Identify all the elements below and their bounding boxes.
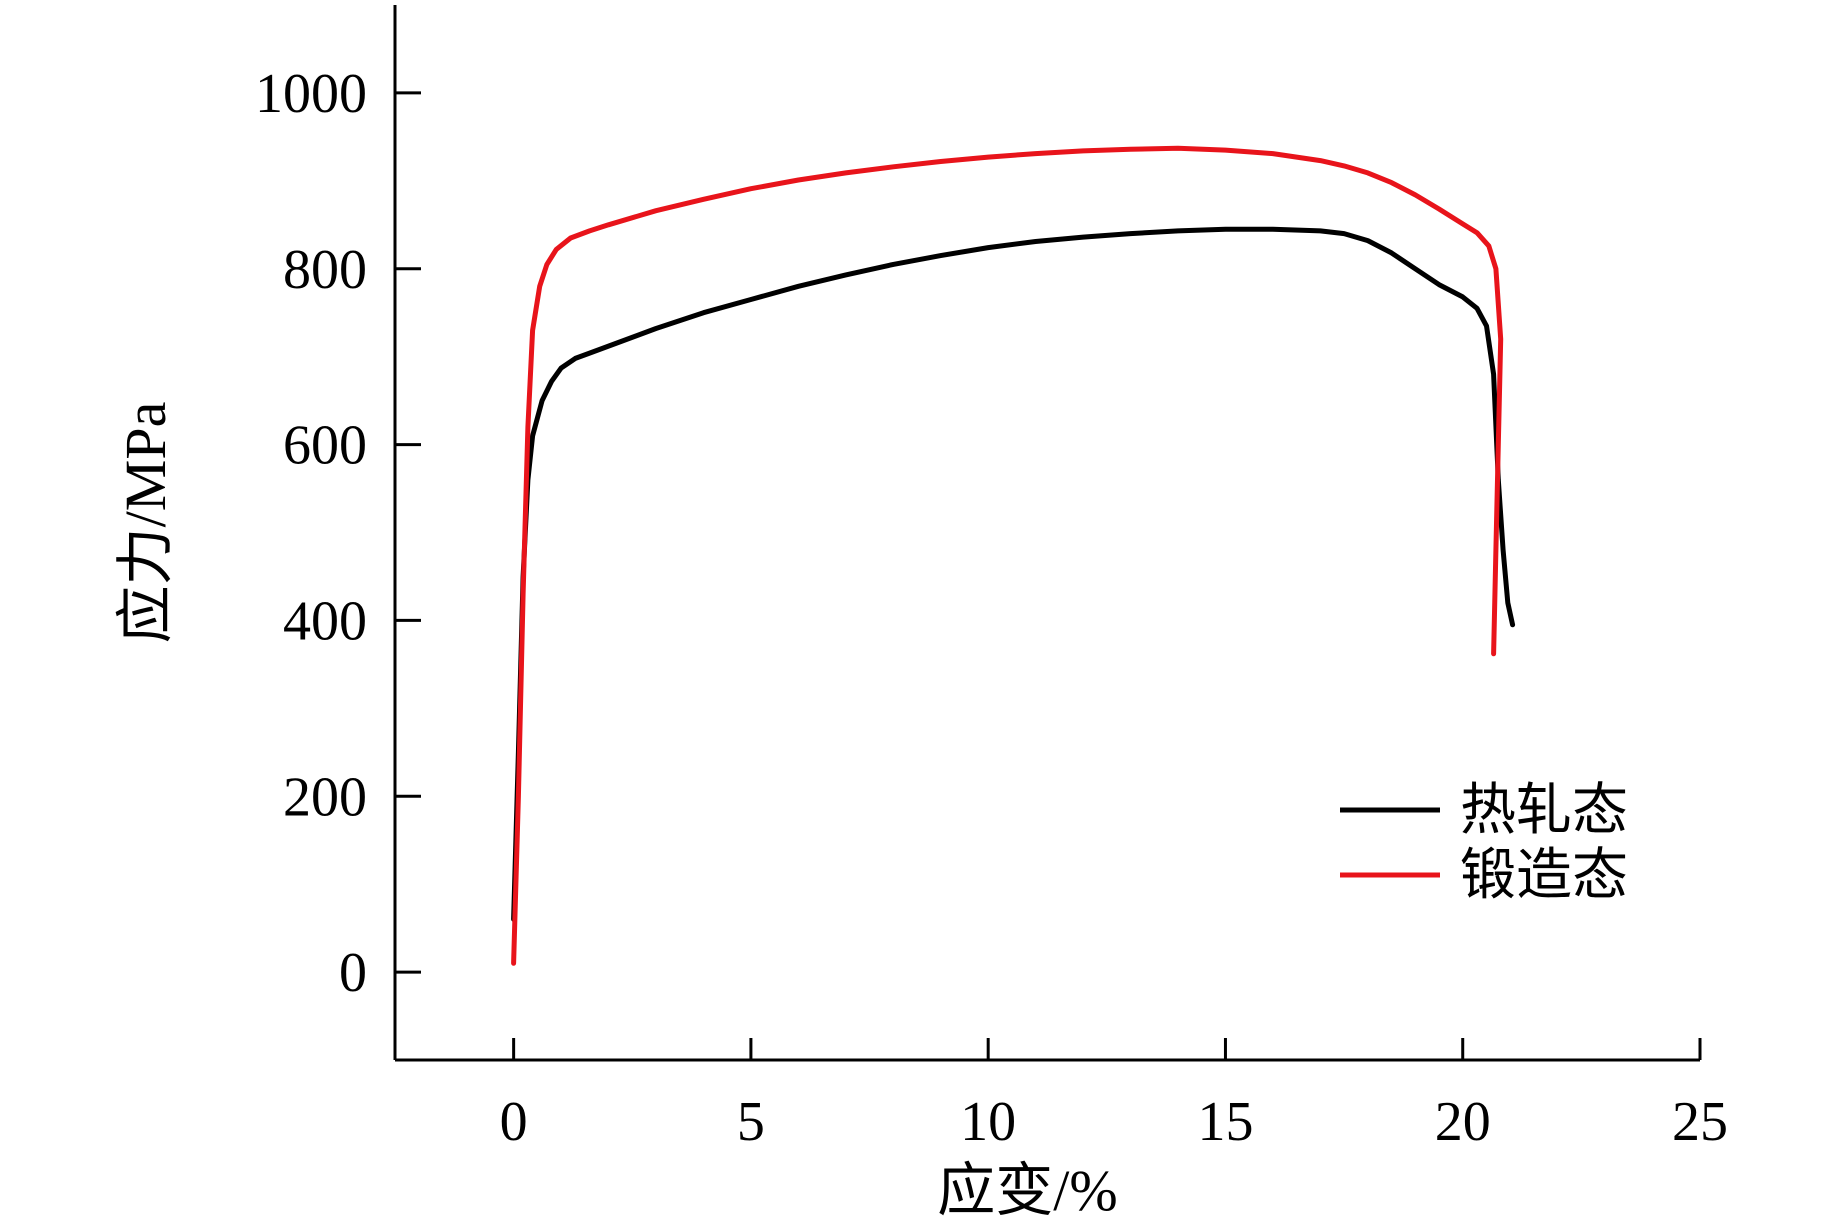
x-tick-label: 15 [1197,1091,1253,1153]
y-tick-label: 800 [283,239,367,301]
x-tick-label: 10 [960,1091,1016,1153]
y-axis-title: 应力/MPa [113,402,178,644]
ticks: 0 200 400 600 800 1000 0 5 10 15 20 25 [255,63,1728,1153]
x-tick-label: 20 [1435,1091,1491,1153]
x-axis-title: 应变/% [937,1158,1117,1223]
y-tick-label: 1000 [255,63,367,125]
y-tick-label: 200 [283,766,367,828]
series-lines [511,145,1516,966]
legend-label-forged: 锻造态 [1460,845,1628,907]
legend: 热轧态 锻造态 [1340,780,1628,907]
legend-label-hot-rolled: 热轧态 [1460,780,1628,842]
y-tick-label: 400 [283,590,367,652]
x-tick-label: 25 [1672,1091,1728,1153]
axes [393,5,1700,1062]
y-tick-label: 0 [339,942,367,1004]
x-tick-label: 5 [737,1091,765,1153]
series-line-hot-rolled [511,226,1516,922]
x-tick-label: 0 [500,1091,528,1153]
series-line-forged [511,145,1504,966]
y-tick-label: 600 [283,415,367,477]
